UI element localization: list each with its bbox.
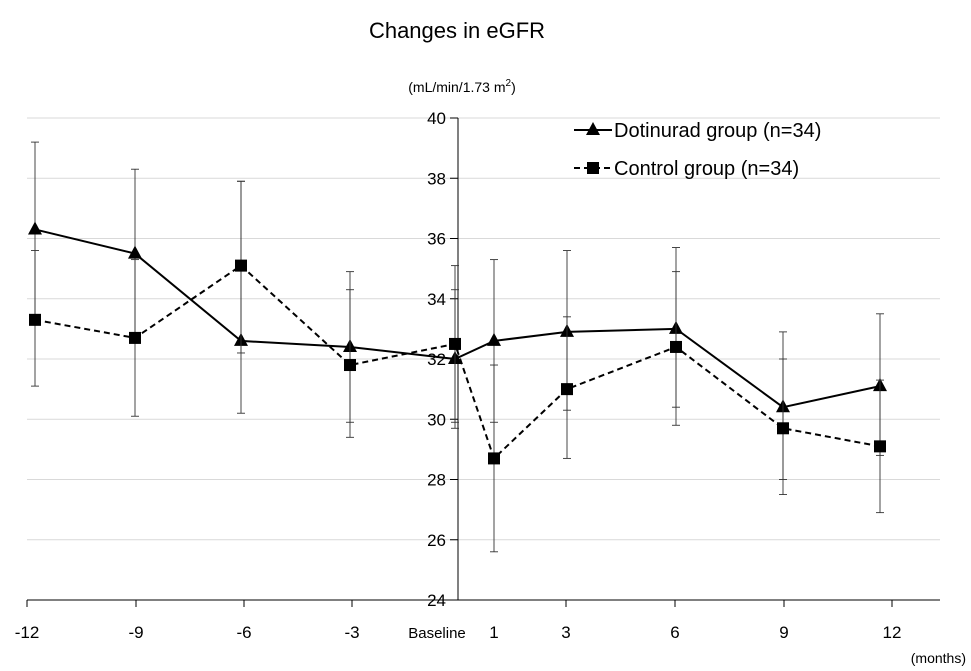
y-tick-label: 38 xyxy=(427,169,446,188)
y-axis-unit-label: (mL/min/1.73 m2) xyxy=(408,78,515,95)
series-line xyxy=(34,264,881,461)
square-marker xyxy=(449,337,461,350)
x-tick-label: Baseline xyxy=(408,625,466,642)
x-tick-label: 12 xyxy=(883,623,902,642)
x-tick-label: -9 xyxy=(128,623,143,642)
y-tick-label: 28 xyxy=(427,471,446,490)
x-tick-label: -3 xyxy=(344,623,359,642)
axes xyxy=(26,117,940,607)
square-marker xyxy=(561,383,573,396)
legend-label: Dotinurad group (n=34) xyxy=(614,120,821,142)
triangle-marker xyxy=(28,221,42,235)
legend-entry-dotinurad: Dotinurad group (n=34) xyxy=(574,120,821,142)
x-tick-label: -6 xyxy=(236,623,251,642)
y-tick-label: 36 xyxy=(427,230,446,249)
square-marker xyxy=(777,422,789,435)
y-axis-unit-close: ) xyxy=(511,79,516,95)
y-tick-label: 34 xyxy=(427,290,446,309)
x-tick-label: -12 xyxy=(15,623,40,642)
x-tick-labels: -12 -9 -6 -3 Baseline 1 3 6 9 12 xyxy=(15,623,902,642)
legend-square-marker xyxy=(587,162,599,174)
square-marker xyxy=(129,331,141,344)
y-axis-unit-superscript: 2 xyxy=(506,78,512,89)
square-marker xyxy=(488,452,500,465)
legend: Dotinurad group (n=34) Control group (n=3… xyxy=(574,120,821,180)
chart-title: Changes in eGFR xyxy=(369,18,545,43)
square-marker xyxy=(344,359,356,372)
x-axis-unit-label: (months) xyxy=(911,650,966,666)
series-line xyxy=(34,228,881,409)
y-tick-label: 26 xyxy=(427,531,446,550)
triangle-marker xyxy=(487,332,501,346)
x-tick-label: 6 xyxy=(670,623,679,642)
triangle-marker xyxy=(128,245,142,259)
x-tick-label: 1 xyxy=(489,623,498,642)
series-control xyxy=(29,180,886,553)
x-tick-label: 3 xyxy=(561,623,570,642)
square-marker xyxy=(29,313,41,326)
legend-entry-control: Control group (n=34) xyxy=(574,158,799,180)
x-tick-label: 9 xyxy=(779,623,788,642)
y-tick-label: 32 xyxy=(427,350,446,369)
square-marker xyxy=(874,440,886,453)
y-tick-label: 30 xyxy=(427,410,446,429)
legend-label: Control group (n=34) xyxy=(614,158,799,180)
legend-triangle-marker xyxy=(586,122,600,135)
y-tick-label: 40 xyxy=(427,109,446,128)
square-marker xyxy=(670,340,682,353)
y-tick-label: 24 xyxy=(427,591,446,610)
grid-lines xyxy=(27,117,940,541)
y-axis-unit-text: (mL/min/1.73 m xyxy=(408,79,505,95)
square-marker xyxy=(235,259,247,272)
data-series xyxy=(28,141,887,553)
y-tick-labels: 24 26 28 30 32 34 36 38 40 xyxy=(427,109,446,610)
